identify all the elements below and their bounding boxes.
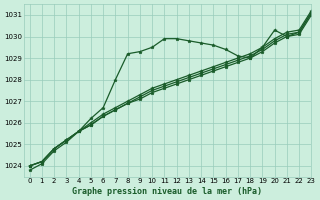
X-axis label: Graphe pression niveau de la mer (hPa): Graphe pression niveau de la mer (hPa) <box>72 187 262 196</box>
